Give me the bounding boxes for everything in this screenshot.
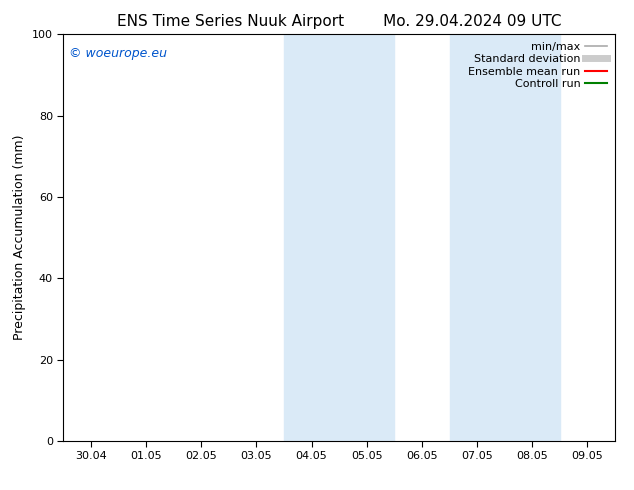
Y-axis label: Precipitation Accumulation (mm): Precipitation Accumulation (mm) bbox=[13, 135, 27, 341]
Bar bbox=[450, 34, 505, 441]
Bar bbox=[339, 34, 394, 441]
Text: © woeurope.eu: © woeurope.eu bbox=[69, 47, 167, 59]
Bar bbox=[505, 34, 560, 441]
Bar bbox=[284, 34, 339, 441]
Title: ENS Time Series Nuuk Airport        Mo. 29.04.2024 09 UTC: ENS Time Series Nuuk Airport Mo. 29.04.2… bbox=[117, 14, 562, 29]
Legend: min/max, Standard deviation, Ensemble mean run, Controll run: min/max, Standard deviation, Ensemble me… bbox=[466, 40, 609, 91]
